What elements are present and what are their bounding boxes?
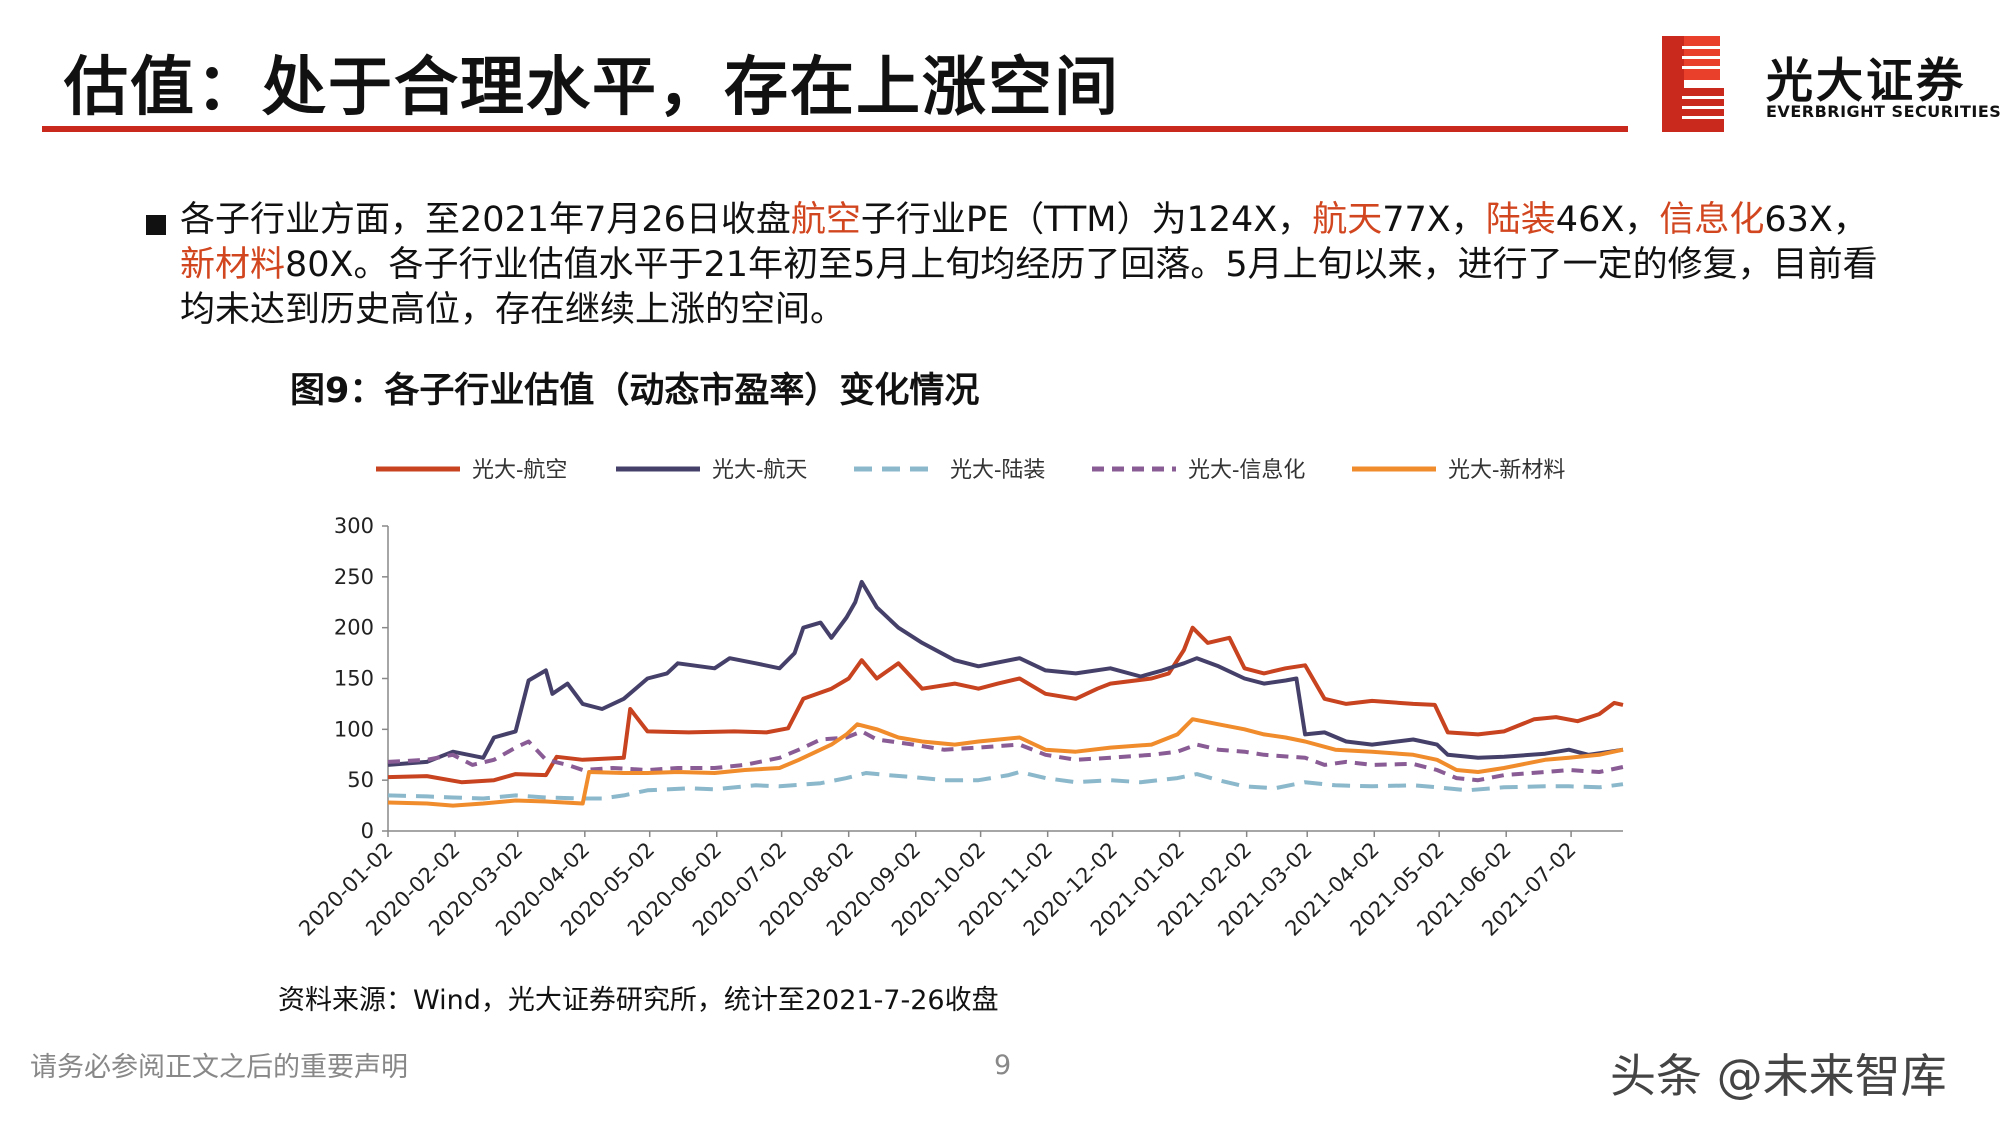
everbright-logo-icon xyxy=(1662,36,1726,132)
source-note: 资料来源：Wind，光大证券研究所，统计至2021-7-26收盘 xyxy=(278,985,999,1016)
legend-label: 光大-信息化 xyxy=(1188,458,1305,483)
logo-text-cn: 光大证券 xyxy=(1766,54,1966,109)
highlight-informatization: 信息化 xyxy=(1659,200,1765,240)
para-text: 各子行业方面，至2021年7月26日收盘 xyxy=(180,200,791,240)
highlight-aviation: 航空 xyxy=(790,200,861,240)
bullet-square-icon xyxy=(146,215,166,235)
legend-label: 光大-新材料 xyxy=(1448,458,1565,483)
para-text: 80X。各子行业估值水平于21年初至5月上旬均经历了回落。5月上旬以来，进行了一… xyxy=(180,245,1878,330)
legend-label: 光大-陆装 xyxy=(950,458,1045,483)
y-tick-label: 50 xyxy=(347,768,374,792)
highlight-land-equipment: 陆装 xyxy=(1485,200,1556,240)
y-tick-label: 200 xyxy=(334,616,374,640)
figure-title: 图9：各子行业估值（动态市盈率）变化情况 xyxy=(290,371,980,411)
y-tick-label: 0 xyxy=(361,819,374,843)
highlight-new-materials: 新材料 xyxy=(180,245,286,285)
y-tick-label: 100 xyxy=(334,717,374,741)
para-text: 63X， xyxy=(1764,200,1868,240)
y-tick-label: 300 xyxy=(334,514,374,538)
para-text: 46X， xyxy=(1555,200,1660,240)
series-line xyxy=(387,770,1624,801)
series-line xyxy=(387,729,1624,783)
disclaimer-note: 请务必参阅正文之后的重要声明 xyxy=(30,1052,408,1083)
y-tick-label: 250 xyxy=(334,565,374,589)
watermark: 头条 @未来智库 xyxy=(1610,1049,1947,1103)
series-line xyxy=(387,625,1624,785)
para-text: 子行业PE（TTM）为124X， xyxy=(860,200,1313,240)
title-divider xyxy=(42,126,1628,132)
para-text: 77X， xyxy=(1382,200,1486,240)
legend-label: 光大-航空 xyxy=(472,458,567,483)
body-paragraph: 各子行业方面，至2021年7月26日收盘航空子行业PE（TTM）为124X，航天… xyxy=(180,198,1880,333)
legend-label: 光大-航天 xyxy=(712,458,807,483)
y-tick-label: 150 xyxy=(334,667,374,691)
highlight-aerospace: 航天 xyxy=(1312,200,1383,240)
page-number: 9 xyxy=(994,1050,1012,1081)
series-line xyxy=(387,579,1624,767)
logo-text-en: EVERBRIGHT SECURITIES xyxy=(1766,102,2000,121)
page-title: 估值：处于合理水平，存在上涨空间 xyxy=(64,51,1120,125)
series-line xyxy=(387,717,1624,808)
